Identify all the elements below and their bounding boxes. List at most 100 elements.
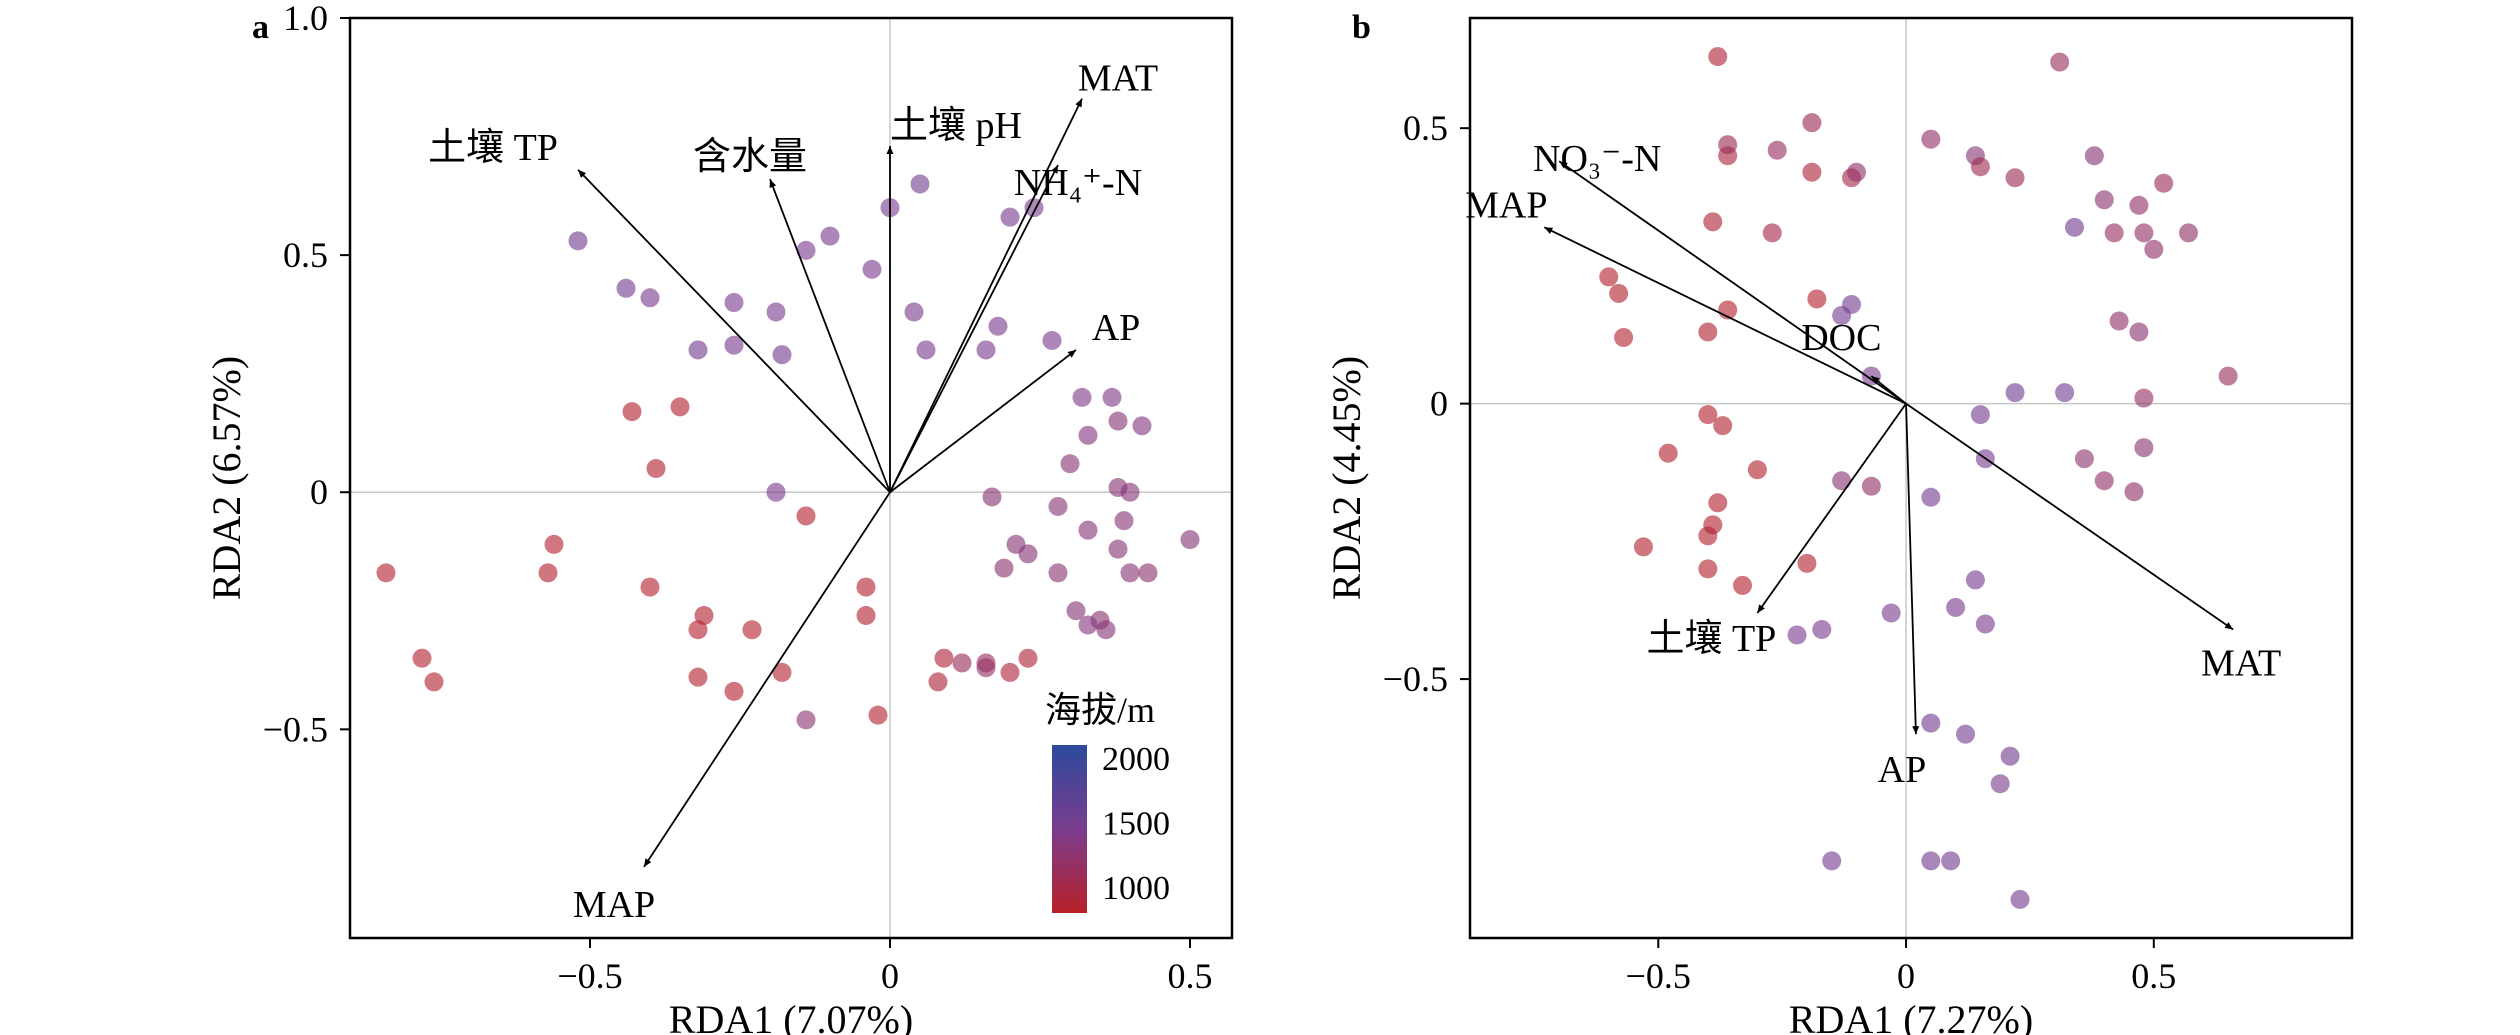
data-point bbox=[1990, 774, 2010, 794]
vector-arrow bbox=[889, 98, 1083, 493]
y-axis-title: RDA2 (4.45%) bbox=[1324, 356, 1369, 600]
data-point bbox=[1747, 460, 1767, 480]
vector-arrowhead bbox=[578, 169, 587, 178]
vector-label: AP bbox=[1878, 749, 1927, 791]
data-point bbox=[424, 672, 444, 692]
data-point bbox=[1807, 289, 1827, 309]
data-point bbox=[1921, 129, 1941, 149]
vector-label: 土壤 TP bbox=[1646, 618, 1776, 660]
data-point bbox=[2109, 311, 2129, 331]
data-point bbox=[2074, 449, 2094, 469]
data-point bbox=[640, 577, 660, 597]
data-point bbox=[2178, 223, 2198, 243]
y-tick-label: 0 bbox=[310, 472, 328, 512]
data-point bbox=[856, 606, 876, 626]
data-point bbox=[1975, 614, 1995, 634]
data-point bbox=[1956, 724, 1976, 744]
data-point bbox=[1698, 559, 1718, 579]
vector-label: MAT bbox=[1078, 58, 1158, 100]
vector-label: MAT bbox=[2201, 642, 2281, 684]
data-point bbox=[1797, 553, 1817, 573]
data-point bbox=[724, 293, 744, 313]
data-point bbox=[1703, 212, 1723, 232]
data-point bbox=[796, 710, 816, 730]
data-point bbox=[1132, 416, 1152, 436]
data-point bbox=[616, 278, 636, 298]
legend-title: 海拔/m bbox=[1045, 690, 1155, 730]
panel-label: a bbox=[252, 9, 269, 46]
data-point bbox=[2005, 168, 2025, 188]
data-point bbox=[796, 240, 816, 260]
data-point bbox=[1078, 520, 1098, 540]
vector-arrow bbox=[1756, 403, 1907, 614]
data-point bbox=[1921, 713, 1941, 733]
data-point bbox=[1599, 267, 1619, 287]
x-axis-title: RDA1 (7.07%) bbox=[669, 997, 913, 1035]
data-point bbox=[820, 226, 840, 246]
data-point bbox=[868, 705, 888, 725]
data-point bbox=[646, 459, 666, 479]
data-point bbox=[928, 672, 948, 692]
colorbar bbox=[1052, 745, 1087, 913]
vector-arrow bbox=[769, 178, 891, 493]
data-point bbox=[856, 577, 876, 597]
data-point bbox=[538, 563, 558, 583]
y-tick-label: 0.5 bbox=[283, 235, 328, 275]
colorbar-tick-label: 1500 bbox=[1102, 806, 1170, 843]
data-point bbox=[1861, 476, 1881, 496]
data-point bbox=[772, 662, 792, 682]
data-point bbox=[1078, 425, 1098, 445]
data-point bbox=[724, 681, 744, 701]
x-tick-label: 0 bbox=[1897, 956, 1915, 996]
data-point bbox=[1802, 113, 1822, 133]
data-point bbox=[694, 606, 714, 626]
data-point bbox=[1000, 207, 1020, 227]
data-point bbox=[2050, 52, 2070, 72]
plot-frame bbox=[348, 16, 1234, 940]
data-point bbox=[2124, 482, 2144, 502]
data-point bbox=[1921, 851, 1941, 871]
data-point bbox=[1114, 511, 1134, 531]
data-point bbox=[988, 316, 1008, 336]
data-point bbox=[1946, 597, 1966, 617]
vector-arrow bbox=[1905, 403, 1917, 735]
data-point bbox=[2154, 173, 2174, 193]
data-point bbox=[1708, 47, 1728, 67]
data-point bbox=[994, 558, 1014, 578]
data-point bbox=[2084, 146, 2104, 166]
vector-label: NH₄⁺-N bbox=[1014, 162, 1142, 204]
data-point bbox=[1048, 496, 1068, 516]
plot-frame bbox=[1468, 16, 2354, 940]
data-point bbox=[916, 340, 936, 360]
data-point bbox=[2134, 223, 2154, 243]
vector-arrowhead bbox=[644, 858, 652, 867]
data-point bbox=[1060, 454, 1080, 474]
data-point bbox=[1881, 603, 1901, 623]
data-point bbox=[2005, 383, 2025, 403]
data-point bbox=[910, 174, 930, 194]
data-point bbox=[2134, 388, 2154, 408]
data-point bbox=[1698, 322, 1718, 342]
vector-arrow bbox=[643, 491, 891, 868]
data-point bbox=[376, 563, 396, 583]
data-point bbox=[1733, 575, 1753, 595]
data-point bbox=[1018, 648, 1038, 668]
data-point bbox=[1718, 135, 1738, 155]
data-point bbox=[1072, 387, 1092, 407]
data-point bbox=[1078, 615, 1098, 635]
data-point bbox=[1767, 140, 1787, 160]
data-point bbox=[1846, 162, 1866, 182]
data-point bbox=[2055, 383, 2075, 403]
data-point bbox=[2218, 366, 2238, 386]
data-point bbox=[1048, 563, 1068, 583]
vector-arrowhead bbox=[1075, 98, 1082, 108]
vector-arrowhead bbox=[1871, 376, 1880, 384]
data-point bbox=[1120, 482, 1140, 502]
colorbar-tick-label: 1000 bbox=[1102, 870, 1170, 907]
data-point bbox=[2000, 746, 2020, 766]
data-point bbox=[1000, 662, 1020, 682]
data-point bbox=[772, 345, 792, 365]
data-point bbox=[2094, 471, 2114, 491]
data-point bbox=[2104, 223, 2124, 243]
